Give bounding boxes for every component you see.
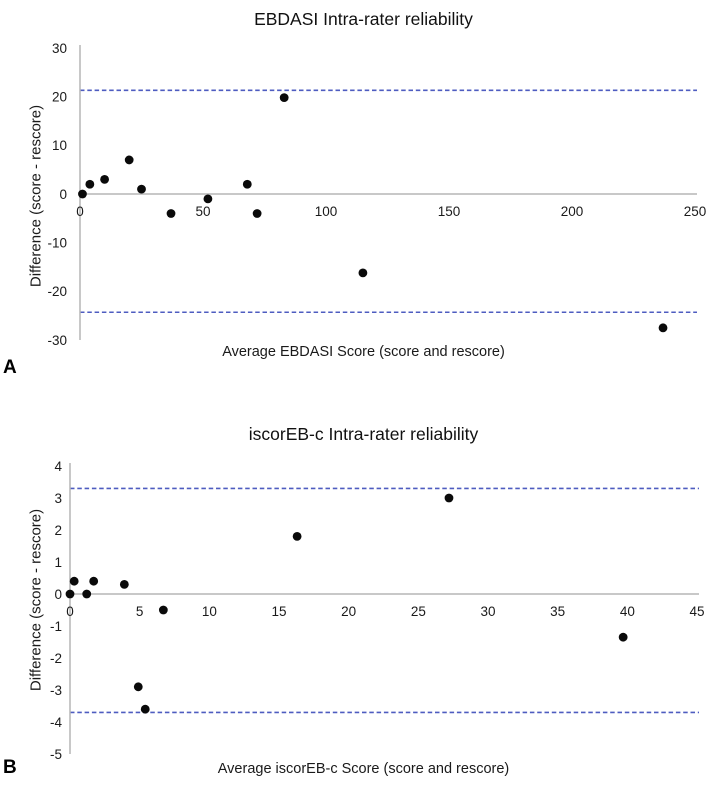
x-axis-label-iscoreb: Average iscorEB-c Score (score and resco…	[217, 761, 510, 777]
data-point	[242, 179, 252, 189]
x-tick-label: 15	[271, 604, 286, 619]
data-point	[137, 184, 146, 194]
x-tick-label: 30	[480, 604, 495, 619]
data-point	[444, 493, 454, 503]
data-point	[100, 175, 109, 184]
data-point	[133, 682, 143, 692]
x-tick-label: 250	[684, 204, 707, 219]
data-point	[166, 209, 176, 218]
x-tick-label: 0	[76, 204, 84, 219]
data-point	[69, 576, 79, 586]
x-tick-label: 45	[689, 604, 704, 619]
y-tick-label: -10	[47, 235, 67, 250]
y-tick-label: 30	[52, 41, 67, 56]
x-axis-label-ebdasi: Average EBDASI Score (score and rescore)	[222, 344, 505, 360]
data-point	[82, 589, 92, 599]
y-tick-label: 10	[52, 138, 67, 153]
data-point	[89, 576, 99, 586]
y-tick-label: -3	[50, 683, 62, 698]
y-tick-label: 2	[54, 523, 62, 538]
x-tick-label: 25	[411, 604, 426, 619]
panel-letter-a: A	[3, 357, 17, 378]
chart-title-iscoreb: iscorEB-c Intra-rater reliability	[248, 424, 479, 444]
data-point	[119, 580, 129, 589]
y-tick-label: 0	[54, 587, 62, 602]
x-tick-label: 20	[341, 604, 356, 619]
data-point	[279, 93, 289, 103]
y-tick-label: 20	[52, 89, 67, 104]
chart-title-ebdasi: EBDASI Intra-rater reliability	[254, 9, 473, 29]
data-point	[78, 189, 87, 199]
panel-letter-b: B	[3, 757, 17, 778]
y-tick-label: -2	[50, 651, 62, 666]
data-point	[618, 632, 628, 642]
y-tick-label: -4	[50, 715, 62, 730]
x-tick-label: 100	[315, 204, 338, 219]
y-tick-label: 4	[54, 459, 62, 474]
y-tick-label: -5	[50, 747, 62, 762]
data-point	[358, 268, 368, 278]
x-tick-label: 50	[195, 204, 210, 219]
data-point	[158, 605, 168, 615]
data-point	[124, 155, 134, 165]
x-tick-label: 5	[136, 604, 144, 619]
x-tick-label: 0	[66, 604, 74, 619]
y-tick-label: 0	[59, 187, 67, 202]
y-tick-label: 3	[54, 491, 62, 506]
data-point	[140, 704, 150, 714]
y-axis-label-iscoreb: Difference (score - rescore)	[27, 508, 45, 692]
x-tick-label: 150	[438, 204, 461, 219]
y-tick-label: -1	[50, 619, 62, 634]
data-point	[658, 323, 668, 333]
data-point	[203, 194, 213, 204]
x-tick-label: 35	[550, 604, 565, 619]
x-tick-label: 10	[202, 604, 217, 619]
data-point	[65, 589, 75, 599]
y-axis-label-ebdasi: Difference (score - rescore)	[27, 104, 45, 288]
y-tick-label: -30	[47, 333, 67, 348]
data-point	[252, 209, 262, 218]
data-point	[292, 532, 302, 541]
data-point	[85, 179, 95, 189]
y-tick-label: -20	[47, 284, 67, 299]
x-tick-label: 200	[561, 204, 584, 219]
x-tick-label: 40	[620, 604, 635, 619]
y-tick-label: 1	[54, 555, 62, 570]
